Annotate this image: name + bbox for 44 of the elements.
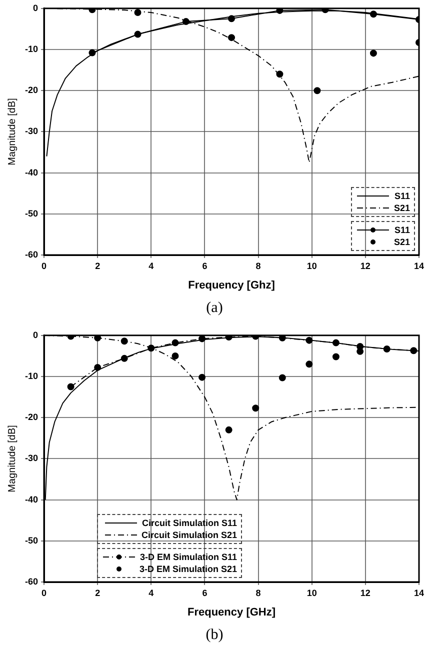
y-tick-label: -20 bbox=[24, 412, 38, 422]
x-tick-label: 6 bbox=[202, 260, 208, 271]
legend-label: Circuit Simulation S21 bbox=[142, 529, 238, 541]
x-tick-label: 2 bbox=[95, 588, 100, 598]
x-tick-label: 8 bbox=[256, 588, 261, 598]
x-tick-label: 10 bbox=[306, 260, 317, 271]
x-tick-label: 0 bbox=[42, 588, 47, 598]
y-tick-label: -10 bbox=[24, 44, 38, 54]
y-tick-label: 0 bbox=[32, 2, 38, 13]
y-tick-label: -50 bbox=[24, 535, 38, 546]
text: (a) bbox=[205, 300, 224, 317]
x-tick-label: 6 bbox=[202, 588, 208, 598]
legend-label: 3-D EM Simulation S21 bbox=[140, 563, 238, 575]
y-axis-title: Magnitude [dB] bbox=[6, 424, 18, 492]
legend-label: S21 bbox=[394, 236, 410, 248]
y-tick-label: 0 bbox=[32, 330, 38, 340]
x-tick-label: 4 bbox=[148, 260, 154, 271]
y-tick-label: -50 bbox=[24, 208, 38, 218]
x-tick-label: 14 bbox=[414, 260, 424, 271]
y-tick-label: -30 bbox=[24, 126, 38, 136]
y-axis-title: Magnitude [dB] bbox=[6, 98, 18, 166]
x-tick-label: 14 bbox=[414, 588, 424, 598]
x-tick-label: 12 bbox=[360, 588, 370, 598]
legend-label: 3-D EM Simulation S11 bbox=[140, 551, 238, 563]
y-tick-label: -40 bbox=[24, 494, 38, 504]
y-tick-label: -40 bbox=[24, 167, 38, 178]
x-tick-label: 0 bbox=[42, 260, 47, 271]
y-tick-label: -60 bbox=[24, 249, 38, 260]
legend-label: Circuit Simulation S11 bbox=[142, 517, 238, 529]
text: (b) bbox=[204, 627, 224, 644]
x-axis-title: Frequency [GHz] bbox=[187, 606, 276, 618]
y-tick-label: -30 bbox=[24, 453, 38, 464]
y-tick-label: -60 bbox=[24, 576, 38, 586]
y-tick-label: -10 bbox=[24, 370, 38, 381]
y-tick-label: -20 bbox=[24, 85, 38, 96]
legend-label: S11 bbox=[394, 190, 410, 202]
x-tick-label: 8 bbox=[256, 260, 261, 271]
x-tick-label: 10 bbox=[306, 588, 317, 598]
legend-label: S11 bbox=[394, 224, 410, 236]
x-axis-title: Frequency [Ghz] bbox=[188, 279, 276, 292]
x-tick-label: 2 bbox=[95, 260, 100, 271]
legend-label: S21 bbox=[394, 202, 410, 214]
x-tick-label: 4 bbox=[148, 588, 154, 598]
x-tick-label: 12 bbox=[360, 260, 370, 271]
